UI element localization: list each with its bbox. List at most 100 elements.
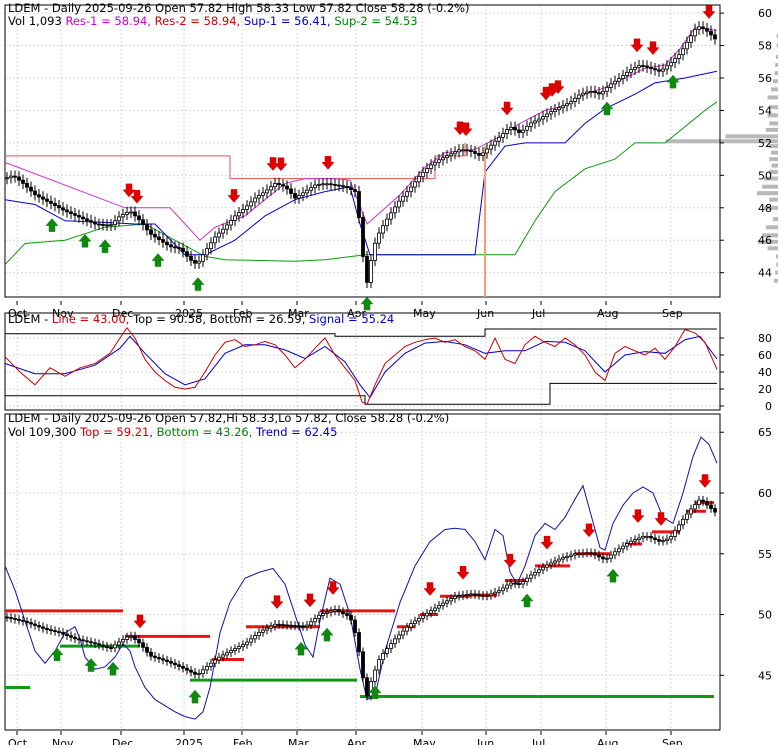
trend-bar-body	[117, 641, 121, 646]
trend-bar-body	[261, 629, 265, 633]
price-bar-body	[129, 211, 133, 214]
trend-bar-body	[353, 619, 357, 633]
price-panel-header-line2: Vol 1,093 Res-1 = 58.94, Res-2 = 58.94, …	[8, 14, 418, 28]
trend-panel-frame	[4, 413, 721, 731]
price-bar-body	[357, 191, 361, 218]
price-bar-body	[305, 189, 309, 194]
trend-bar-body	[57, 631, 61, 633]
trend-bar-body	[21, 619, 25, 622]
price-bar-body	[621, 75, 625, 80]
price-bar-body	[213, 236, 217, 244]
trend-bar-body	[713, 508, 717, 513]
trend-tick-label: 2025	[175, 737, 203, 745]
price-bar-body	[477, 153, 481, 156]
price-bar-body	[549, 111, 553, 115]
price-bar-body	[5, 177, 9, 180]
volume-profile-bar	[757, 191, 778, 196]
trend-tick-label: Sep	[662, 737, 683, 745]
buy-arrow	[360, 296, 374, 311]
price-bar-body	[525, 125, 529, 131]
price-bar-body	[317, 184, 321, 186]
price-bar-body	[177, 247, 181, 249]
price-bar-body	[105, 224, 109, 227]
price-bar-body	[545, 113, 549, 118]
trend-bar-body	[41, 626, 45, 629]
buy-arrow	[188, 689, 202, 704]
trend-bar-body	[201, 669, 205, 674]
price-bar-body	[685, 41, 689, 50]
price-bar-body	[353, 189, 357, 192]
price-bar-body	[137, 215, 141, 221]
price-bar-body	[153, 233, 157, 238]
oscillator-header-part-2: Top = 90.58,	[132, 312, 210, 326]
volume-profile-bar	[775, 254, 778, 259]
price-bar-body	[533, 120, 537, 124]
price-bar-body	[597, 92, 601, 95]
sell-arrow	[630, 38, 644, 53]
trend-tick-label: 55	[758, 548, 772, 561]
price-bar-body	[541, 116, 545, 120]
price-bar-body	[613, 80, 617, 85]
price-bar-body	[209, 242, 213, 250]
trend-tick-label: Oct	[8, 737, 28, 745]
price-bar-body	[689, 35, 693, 43]
trend-bar-body	[537, 569, 541, 573]
price-bar-body	[253, 197, 257, 203]
price-bar-body	[553, 109, 557, 112]
price-bar-body	[265, 189, 269, 194]
volume-profile-bar	[767, 113, 778, 118]
price-tick-label: 52	[758, 137, 772, 150]
price-bar-body	[341, 185, 345, 188]
price-bar-body	[649, 66, 653, 69]
price-bar-body	[625, 71, 629, 76]
trend-bar-body	[157, 657, 161, 660]
trend-bar-body	[29, 622, 33, 625]
trend-line	[4, 436, 718, 720]
price-tick-label: 44	[758, 267, 772, 280]
trend-bar-body	[329, 610, 333, 613]
trend-tick-label: 45	[758, 669, 772, 682]
price-bar-body	[573, 97, 577, 102]
price-bar-body	[273, 183, 277, 188]
trend-bar-body	[73, 636, 77, 640]
trend-bar-body	[245, 641, 249, 646]
trend-bar-body	[561, 557, 565, 560]
trend-panel-x-ticks: Oct Nov Dec 2025 Feb Mar Apr May Jun Jul Aug Sep	[8, 731, 683, 749]
volume-profile-bar	[762, 184, 778, 189]
price-bar-body	[241, 208, 245, 214]
price-header2-part-4: Sup-2 = 54.53	[334, 14, 417, 28]
trend-bar-body	[533, 572, 537, 576]
volume-profile-bar	[764, 205, 778, 210]
price-bar-body	[673, 58, 677, 63]
price-bar-body	[421, 172, 425, 178]
price-bar-body	[281, 184, 285, 187]
sell-arrow	[582, 523, 596, 538]
price-bar-body	[13, 175, 17, 178]
trend-bar-body	[173, 662, 177, 666]
res2-line	[5, 142, 466, 180]
sell-arrow	[654, 512, 668, 526]
price-bar-body	[65, 209, 69, 213]
buy-arrow	[45, 218, 59, 232]
trend-bar-body	[193, 671, 197, 675]
price-bar-body	[161, 239, 165, 243]
price-bar-body	[185, 251, 189, 257]
price-bar-body	[101, 224, 105, 226]
sell-arrow	[122, 183, 136, 198]
price-bar-body	[417, 176, 421, 183]
price-bar-body	[53, 203, 57, 207]
trend-bar-body	[409, 623, 413, 628]
trend-bar-body	[461, 594, 465, 597]
trend-bar-body	[413, 620, 417, 625]
volume-profile-bar	[771, 150, 778, 155]
oscillator-panel-lines	[4, 326, 718, 405]
bottom-line	[5, 382, 717, 405]
trend-bar-body	[549, 562, 553, 566]
price-bar-body	[653, 68, 657, 71]
buy-arrow	[78, 233, 92, 248]
trend-bar-body	[209, 662, 213, 667]
trend-bar-body	[437, 605, 441, 609]
trend-bar-body	[61, 632, 65, 635]
trend-bar-body	[181, 665, 185, 669]
trend-bar-body	[565, 555, 569, 559]
